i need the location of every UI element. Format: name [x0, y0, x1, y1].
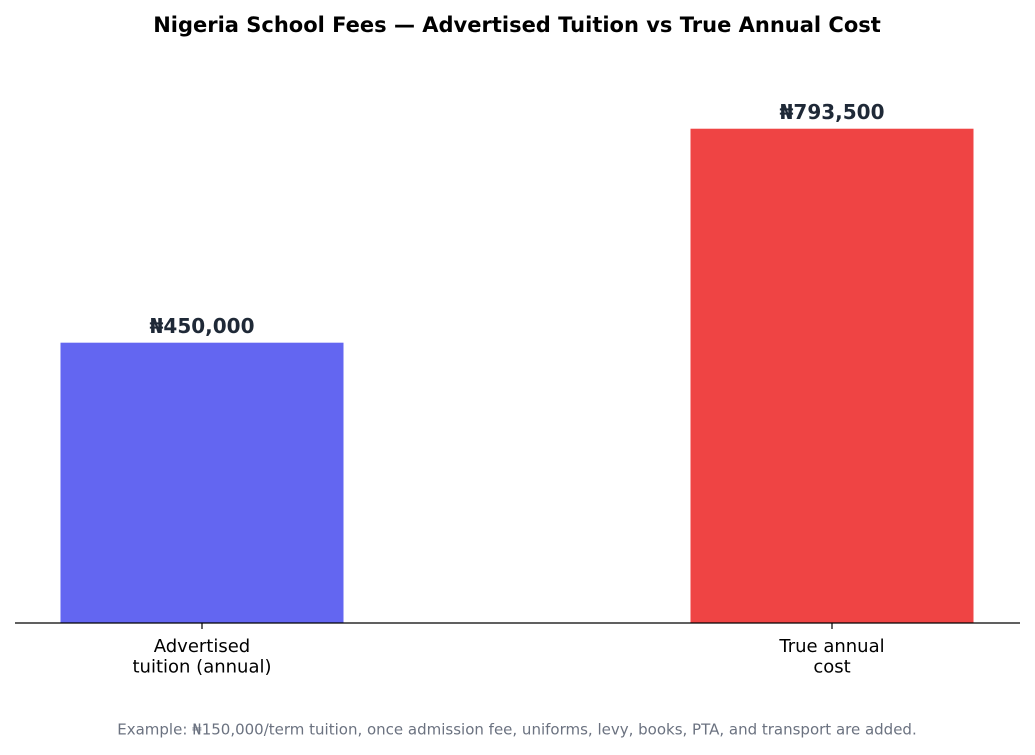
value-label: ₦450,000 [149, 314, 254, 338]
caption: Example: ₦150,000/term tuition, once adm… [117, 721, 916, 739]
bar [690, 128, 974, 623]
x-tick-label: Advertised tuition (annual) [133, 636, 272, 678]
x-tick-label: True annual cost [778, 636, 884, 678]
bar [60, 342, 344, 623]
chart-title: Nigeria School Fees — Advertised Tuition… [153, 13, 881, 37]
value-label: ₦793,500 [779, 100, 884, 124]
